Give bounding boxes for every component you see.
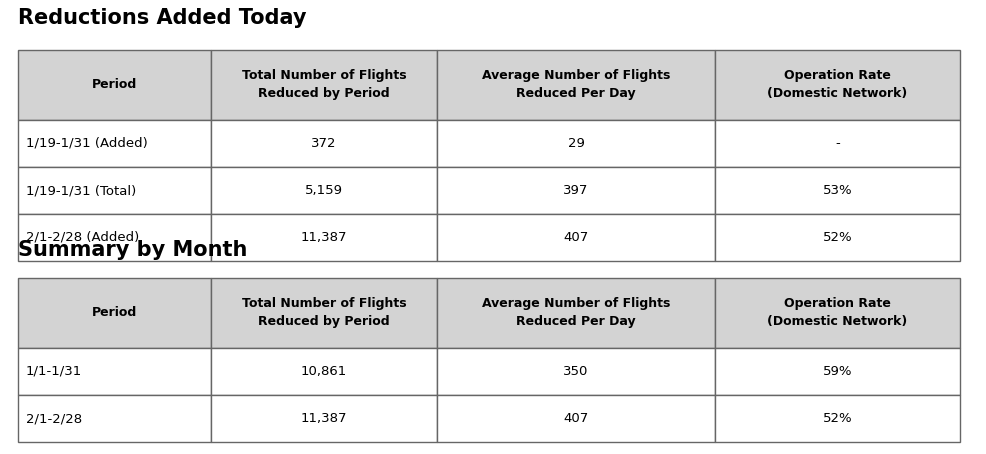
Bar [437, 50, 714, 120]
Text: Reductions Added Today: Reductions Added Today [18, 8, 307, 28]
Bar [211, 167, 437, 214]
Bar [211, 214, 437, 261]
Text: 1/19-1/31 (Added): 1/19-1/31 (Added) [26, 137, 148, 150]
Text: Period: Period [92, 306, 137, 320]
Bar [714, 214, 959, 261]
Text: 11,387: 11,387 [301, 231, 347, 244]
Bar [437, 120, 714, 167]
Text: 11,387: 11,387 [301, 412, 347, 425]
Text: 53%: 53% [822, 184, 852, 197]
Bar [211, 50, 437, 120]
Text: 1/1-1/31: 1/1-1/31 [26, 365, 82, 378]
Bar [714, 120, 959, 167]
Bar [714, 50, 959, 120]
Text: 407: 407 [563, 412, 589, 425]
Text: Operation Rate
(Domestic Network): Operation Rate (Domestic Network) [767, 297, 907, 329]
Bar [18, 50, 211, 120]
Text: 397: 397 [563, 184, 589, 197]
Bar [714, 167, 959, 214]
Text: Average Number of Flights
Reduced Per Day: Average Number of Flights Reduced Per Da… [481, 69, 669, 100]
Bar [437, 167, 714, 214]
Text: 10,861: 10,861 [301, 365, 347, 378]
Bar [18, 120, 211, 167]
Text: 2/1-2/28: 2/1-2/28 [26, 412, 82, 425]
Bar [714, 395, 959, 442]
Bar [437, 214, 714, 261]
Bar [714, 348, 959, 395]
Text: 2/1-2/28 (Added): 2/1-2/28 (Added) [26, 231, 139, 244]
Bar [18, 348, 211, 395]
Bar [211, 395, 437, 442]
Text: Operation Rate
(Domestic Network): Operation Rate (Domestic Network) [767, 69, 907, 100]
Bar [211, 278, 437, 348]
Bar [714, 278, 959, 348]
Text: 52%: 52% [822, 412, 852, 425]
Text: 350: 350 [563, 365, 589, 378]
Text: 1/19-1/31 (Total): 1/19-1/31 (Total) [26, 184, 136, 197]
Text: 372: 372 [312, 137, 336, 150]
Text: Total Number of Flights
Reduced by Period: Total Number of Flights Reduced by Perio… [242, 297, 406, 329]
Text: Period: Period [92, 79, 137, 92]
Bar [18, 278, 211, 348]
Text: 52%: 52% [822, 231, 852, 244]
Bar [437, 278, 714, 348]
Text: Summary by Month: Summary by Month [18, 240, 247, 260]
Text: -: - [834, 137, 839, 150]
Bar [211, 348, 437, 395]
Text: 407: 407 [563, 231, 589, 244]
Text: Total Number of Flights
Reduced by Period: Total Number of Flights Reduced by Perio… [242, 69, 406, 100]
Bar [18, 167, 211, 214]
Bar [18, 214, 211, 261]
Bar [211, 120, 437, 167]
Bar [437, 395, 714, 442]
Bar [18, 395, 211, 442]
Text: 59%: 59% [822, 365, 852, 378]
Text: 5,159: 5,159 [305, 184, 343, 197]
Bar [437, 348, 714, 395]
Text: Average Number of Flights
Reduced Per Day: Average Number of Flights Reduced Per Da… [481, 297, 669, 329]
Text: 29: 29 [567, 137, 584, 150]
